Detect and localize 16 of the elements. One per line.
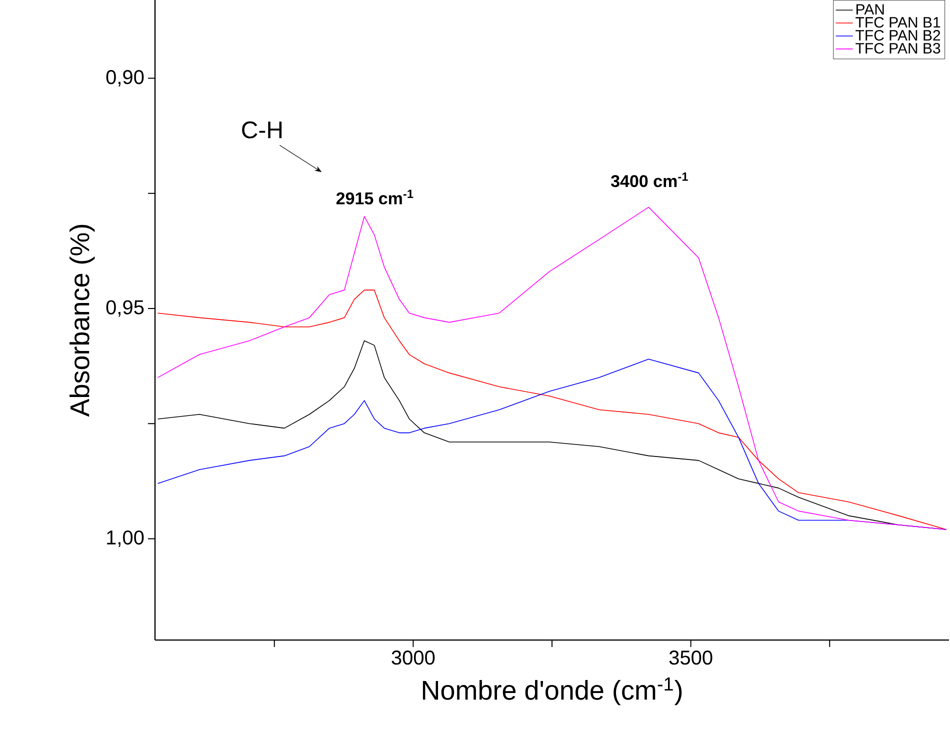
line-series — [157, 290, 947, 530]
line-series — [157, 206, 947, 530]
y-tick-label: 1,00 — [107, 530, 144, 547]
y-tick-label: 0,90 — [106, 70, 144, 87]
y-tick-label: 0,95 — [106, 300, 144, 317]
y-axis-title: Absorbance (%) — [70, 224, 95, 417]
legend-label: TFC PAN B3 — [856, 42, 940, 54]
legend-label: TFC PAN B2 — [856, 30, 940, 41]
x-tick-label: 3000 — [392, 650, 435, 665]
annotation: 3400 cm$^{-1}$ — [610, 172, 688, 188]
annotation: 2915 cm$^{-1}$ — [336, 190, 414, 204]
x-tick-label: 3500 — [669, 650, 712, 665]
legend-label: PAN — [856, 4, 884, 15]
x-axis-title: Nombre d'onde (cm$^{-1}$) — [422, 678, 682, 706]
legend-label: TFC PAN B1 — [856, 17, 940, 28]
annotation: C-H — [242, 121, 282, 138]
